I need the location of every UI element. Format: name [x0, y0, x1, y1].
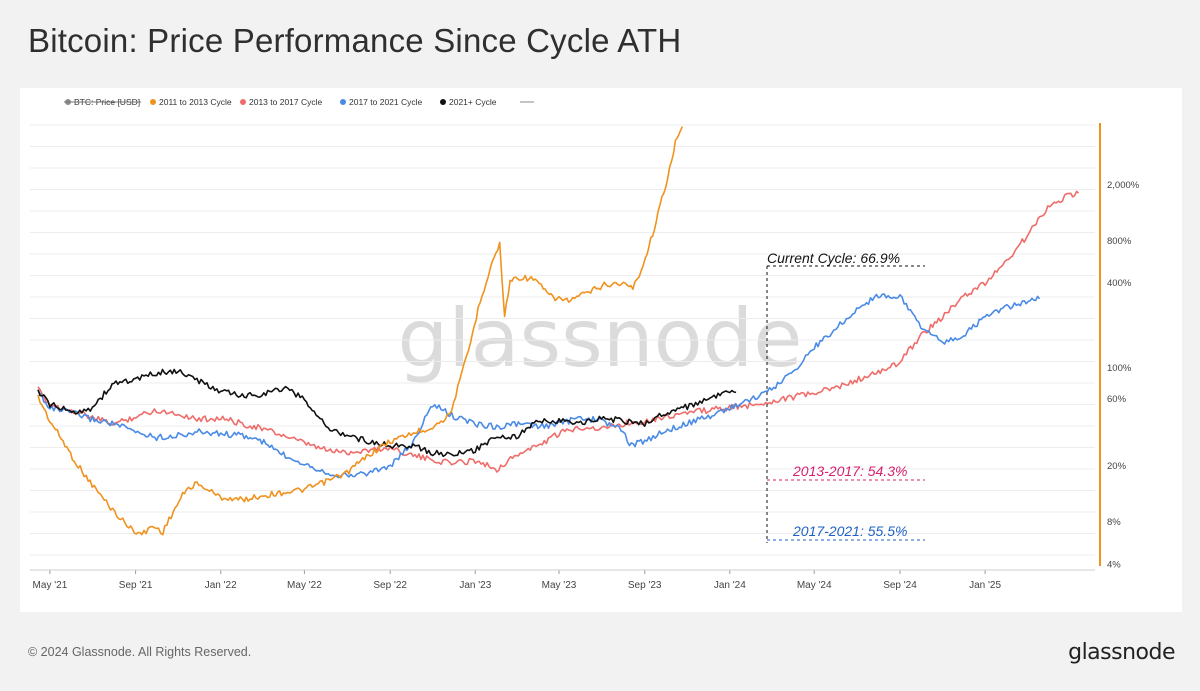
legend-label[interactable]: 2021+ Cycle — [449, 97, 497, 107]
y-tick-label: 8% — [1107, 517, 1121, 528]
series-line-3 — [37, 368, 737, 458]
legend[interactable]: BTC: Price [USD] 2011 to 2013 Cycle 2013 t… — [64, 97, 534, 107]
y-tick-label: 800% — [1107, 236, 1132, 247]
x-tick-label: Sep '21 — [119, 580, 153, 591]
annotation-2013-2017: 2013-2017: 54.3% — [792, 463, 907, 479]
x-tick-label: Jan '25 — [969, 580, 1001, 591]
chart-panel: glassnode BTC: Price [USD] 2011 to 2013 C… — [20, 88, 1182, 612]
y-tick-label: 2,000% — [1107, 180, 1140, 191]
gridlines — [30, 124, 1095, 556]
legend-marker — [240, 99, 246, 105]
legend-marker — [150, 99, 156, 105]
legend-label[interactable]: 2011 to 2013 Cycle — [159, 97, 232, 107]
legend-label[interactable]: 2017 to 2021 Cycle — [349, 97, 423, 107]
annotation-2017-2021: 2017-2021: 55.5% — [792, 523, 907, 539]
legend-label[interactable]: 2013 to 2017 Cycle — [249, 97, 323, 107]
series-line-1 — [37, 190, 1080, 473]
x-tick-label: Jan '24 — [714, 580, 746, 591]
y-tick-label: 4% — [1107, 559, 1121, 570]
copyright-text: © 2024 Glassnode. All Rights Reserved. — [28, 645, 252, 659]
y-tick-label: 100% — [1107, 363, 1132, 374]
x-axis-ticks: May '21 Sep '21 Jan '22 May '22 Sep '22 Jan '… — [30, 569, 1095, 591]
series-line-0 — [37, 126, 684, 536]
annotations: Current Cycle: 66.9% 2013-2017: 54.3% 20… — [766, 250, 925, 543]
x-tick-label: Sep '22 — [373, 580, 407, 591]
legend-marker — [340, 99, 346, 105]
x-tick-label: May '22 — [287, 580, 322, 591]
x-tick-label: Jan '23 — [459, 580, 491, 591]
chart-svg: glassnode BTC: Price [USD] 2011 to 2013 C… — [30, 97, 1140, 591]
y-tick-label: 20% — [1107, 461, 1127, 472]
glassnode-logo[interactable]: glassnode — [1068, 640, 1175, 665]
legend-marker — [440, 99, 446, 105]
x-tick-label: May '21 — [33, 580, 68, 591]
x-tick-label: Sep '23 — [628, 580, 662, 591]
series-layer — [37, 126, 1080, 536]
annotation-current-cycle: Current Cycle: 66.9% — [767, 250, 900, 266]
page-title: Bitcoin: Price Performance Since Cycle A… — [28, 22, 682, 59]
y-tick-label: 400% — [1107, 278, 1132, 289]
x-tick-label: May '24 — [797, 580, 832, 591]
x-tick-label: May '23 — [542, 580, 577, 591]
y-tick-label: 60% — [1107, 394, 1127, 405]
y-axis-ticks: 2,000% 800% 400% 100% 60% 20% 8% 4% — [1107, 180, 1140, 570]
x-tick-label: Jan '22 — [205, 580, 237, 591]
x-tick-label: Sep '24 — [883, 580, 917, 591]
series-line-2 — [37, 293, 1041, 479]
watermark-text: glassnode — [397, 292, 802, 385]
